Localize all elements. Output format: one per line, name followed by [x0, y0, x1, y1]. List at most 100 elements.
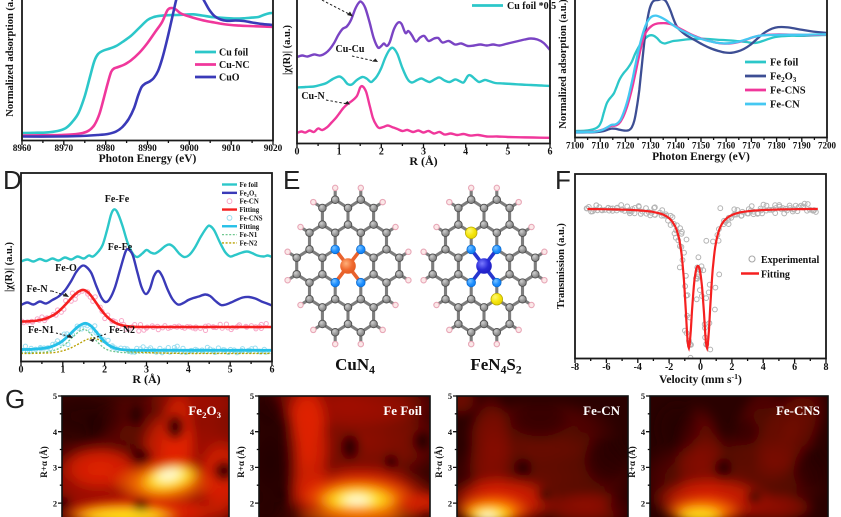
svg-text:Fe-CN: Fe-CN	[770, 100, 800, 111]
svg-text:3: 3	[448, 463, 452, 473]
svg-text:2: 2	[53, 498, 57, 508]
svg-text:7110: 7110	[591, 141, 609, 151]
svg-text:Fe-N2: Fe-N2	[240, 240, 258, 247]
svg-text:2: 2	[250, 498, 254, 508]
svg-text:CuO: CuO	[219, 73, 240, 84]
svg-text:Fe foil: Fe foil	[770, 58, 798, 69]
svg-text:R (Å): R (Å)	[132, 372, 160, 386]
svg-text:4: 4	[186, 365, 191, 376]
svg-text:9010: 9010	[222, 144, 241, 154]
svg-text:9000: 9000	[180, 144, 199, 154]
svg-text:-4: -4	[634, 362, 642, 373]
svg-text:8960: 8960	[13, 144, 32, 154]
svg-text:R (Å): R (Å)	[409, 154, 437, 168]
svg-text:Fitting: Fitting	[761, 270, 790, 281]
svg-text:G: G	[5, 384, 25, 414]
svg-text:Fe-CN: Fe-CN	[240, 199, 259, 206]
svg-text:7170: 7170	[742, 141, 761, 151]
svg-text:Cu-N: Cu-N	[301, 91, 325, 102]
svg-text:|χ(R)| (a.u.): |χ(R)| (a.u.)	[4, 241, 15, 292]
svg-text:Fitting: Fitting	[240, 207, 260, 214]
svg-text:-8: -8	[571, 362, 579, 373]
svg-text:4: 4	[463, 147, 468, 158]
svg-text:Photon Energy (eV): Photon Energy (eV)	[652, 151, 750, 163]
svg-text:5: 5	[250, 391, 254, 401]
svg-text:0: 0	[295, 147, 300, 158]
svg-text:E: E	[283, 165, 300, 195]
svg-text:2: 2	[729, 362, 734, 373]
svg-text:6: 6	[548, 147, 553, 158]
svg-text:Cu foil *0.5: Cu foil *0.5	[507, 1, 556, 12]
svg-text:1: 1	[337, 147, 342, 158]
svg-text:7150: 7150	[692, 141, 711, 151]
svg-text:7120: 7120	[616, 141, 635, 151]
svg-text:3: 3	[53, 463, 57, 473]
svg-text:2: 2	[379, 147, 384, 158]
svg-text:5: 5	[641, 391, 645, 401]
svg-text:7190: 7190	[793, 141, 812, 151]
svg-text:Fe-CN: Fe-CN	[583, 403, 620, 418]
svg-text:|χ(R)| (a.u.): |χ(R)| (a.u.)	[282, 24, 293, 75]
svg-text:R+α (Å): R+α (Å)	[236, 446, 246, 477]
svg-text:0: 0	[698, 362, 703, 373]
svg-text:Fe-CNS: Fe-CNS	[776, 403, 820, 418]
svg-text:Photon Energy (eV): Photon Energy (eV)	[99, 153, 197, 165]
svg-text:Experimental: Experimental	[761, 255, 820, 266]
svg-text:Fitting: Fitting	[240, 224, 260, 231]
svg-text:CuN4: CuN4	[335, 355, 375, 377]
svg-text:2: 2	[102, 365, 107, 376]
svg-text:1: 1	[60, 365, 65, 376]
svg-text:F: F	[555, 165, 571, 195]
svg-text:Fe2O3: Fe2O3	[770, 72, 797, 84]
svg-text:-2: -2	[665, 362, 673, 373]
svg-text:5: 5	[505, 147, 510, 158]
svg-text:7160: 7160	[717, 141, 736, 151]
svg-text:Cu foil: Cu foil	[219, 48, 248, 59]
svg-text:Cu-Cu: Cu-Cu	[336, 44, 365, 55]
svg-text:Fe-O: Fe-O	[55, 263, 77, 274]
svg-text:Velocity (mm s-1): Velocity (mm s-1)	[659, 372, 742, 386]
svg-text:Normalized adsorption (a.u.): Normalized adsorption (a.u.)	[5, 0, 16, 117]
svg-text:0: 0	[19, 365, 24, 376]
svg-text:4: 4	[53, 427, 58, 437]
svg-text:Fe-N1: Fe-N1	[28, 325, 54, 336]
svg-text:7140: 7140	[667, 141, 686, 151]
svg-text:Cu-NC: Cu-NC	[219, 60, 250, 71]
svg-text:3: 3	[641, 463, 645, 473]
svg-text:2: 2	[448, 498, 452, 508]
svg-text:7180: 7180	[768, 141, 787, 151]
svg-text:Fe-Fe: Fe-Fe	[105, 194, 130, 205]
svg-text:8970: 8970	[55, 144, 74, 154]
svg-text:-6: -6	[602, 362, 610, 373]
svg-text:8990: 8990	[138, 144, 157, 154]
svg-text:7130: 7130	[642, 141, 661, 151]
svg-text:4: 4	[250, 427, 255, 437]
svg-text:R+α (Å): R+α (Å)	[434, 446, 444, 477]
svg-text:9020: 9020	[264, 144, 283, 154]
svg-text:Fe2O3: Fe2O3	[188, 403, 221, 420]
svg-text:4: 4	[761, 362, 766, 373]
svg-text:6: 6	[270, 365, 275, 376]
svg-text:7200: 7200	[818, 141, 837, 151]
svg-text:5: 5	[448, 391, 452, 401]
svg-text:2: 2	[641, 498, 645, 508]
svg-text:Fe Foil: Fe Foil	[383, 403, 422, 418]
svg-text:Fe-N: Fe-N	[26, 284, 48, 295]
svg-text:8980: 8980	[96, 144, 115, 154]
svg-text:8: 8	[824, 362, 829, 373]
svg-text:D: D	[3, 165, 22, 195]
svg-text:Fe-N1: Fe-N1	[240, 232, 258, 239]
svg-text:Fe-CNS: Fe-CNS	[240, 215, 263, 222]
svg-text:6: 6	[792, 362, 797, 373]
svg-text:5: 5	[53, 391, 57, 401]
svg-text:R+α (Å): R+α (Å)	[627, 446, 637, 477]
svg-text:3: 3	[250, 463, 254, 473]
svg-text:3: 3	[144, 365, 149, 376]
svg-text:Fe foil: Fe foil	[240, 182, 258, 189]
svg-text:3: 3	[421, 147, 426, 158]
svg-text:Transmission (a.u.): Transmission (a.u.)	[556, 223, 567, 309]
svg-text:4: 4	[448, 427, 453, 437]
svg-text:5: 5	[228, 365, 233, 376]
svg-text:R+α (Å): R+α (Å)	[39, 446, 49, 477]
svg-text:FeN4S2: FeN4S2	[470, 355, 521, 377]
